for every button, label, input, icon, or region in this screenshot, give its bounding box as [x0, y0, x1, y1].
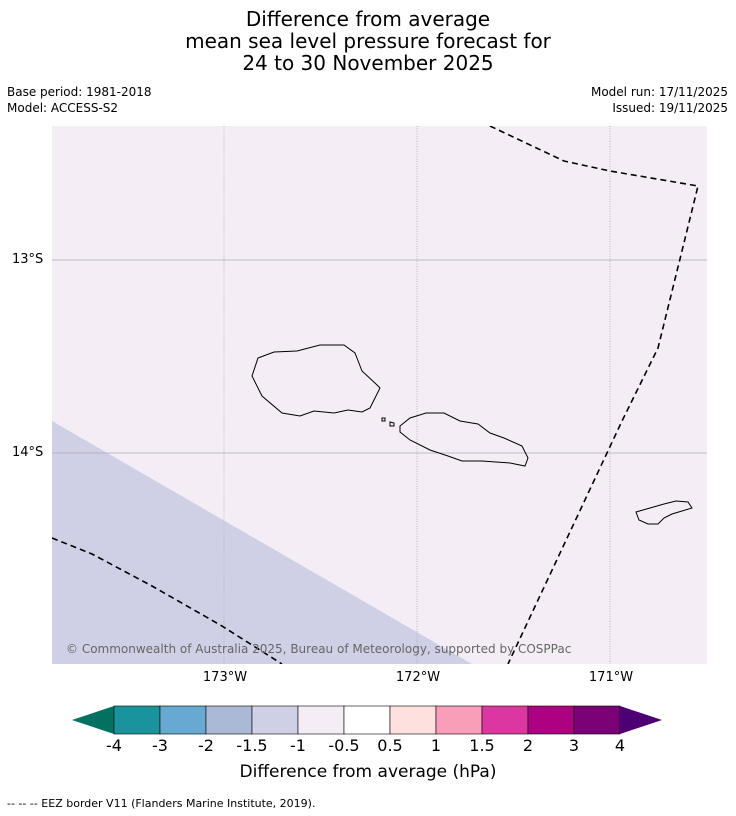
copyright-notice: © Commonwealth of Australia 2025, Bureau…	[66, 642, 572, 656]
lat-label-14s: 14°S	[12, 445, 44, 460]
colorbar-tick-3: -1.5	[236, 736, 268, 755]
colorbar-above-max	[620, 706, 662, 734]
colorbar-tick-5: -0.5	[328, 736, 360, 755]
colorbar	[72, 705, 662, 735]
colorbar-tick-0: -4	[106, 736, 122, 755]
apolima-islet	[381, 417, 386, 422]
colorbar-segment-6	[389, 705, 437, 735]
gridlines	[52, 126, 707, 664]
colorbar-segment-2	[205, 705, 253, 735]
colorbar-segment-7	[435, 705, 483, 735]
colorbar-segment-8	[481, 705, 529, 735]
tutuila-island	[635, 500, 693, 525]
title-line-3: 24 to 30 November 2025	[242, 51, 494, 75]
colorbar-tick-7: 1	[430, 736, 442, 755]
title-line-1: Difference from average	[245, 7, 491, 31]
colorbar-tick-8: 1.5	[469, 736, 495, 755]
colorbar-tick-9: 2	[522, 736, 534, 755]
meta-left: Base period: 1981-2018 Model: ACCESS-S2	[7, 84, 152, 116]
colorbar-segments	[113, 705, 621, 735]
lat-label-13s: 13°S	[12, 252, 44, 267]
lon-label-172w: 172°W	[395, 670, 441, 685]
savaii-island	[251, 344, 381, 417]
colorbar-segment-4	[297, 705, 345, 735]
manono-islet	[389, 421, 395, 427]
model-run: Model run: 17/11/2025	[590, 85, 728, 99]
colorbar-segment-10	[573, 705, 621, 735]
lon-label-171w: 171°W	[588, 670, 634, 685]
colorbar-tick-2: -2	[198, 736, 214, 755]
issued-date: Issued: 19/11/2025	[612, 101, 728, 115]
colorbar-segment-3	[251, 705, 299, 735]
map-panel[interactable]: © Commonwealth of Australia 2025, Bureau…	[52, 126, 707, 664]
map-canvas	[52, 126, 707, 664]
negative-anomaly-zone	[52, 421, 472, 664]
base-period: Base period: 1981-2018	[7, 85, 152, 99]
colorbar-title: Difference from average (hPa)	[239, 762, 497, 782]
colorbar-segment-1	[159, 705, 207, 735]
lon-label-173w: 173°W	[202, 670, 248, 685]
colorbar-tick-6: 0.5	[377, 736, 403, 755]
chart-title: Difference from average mean sea level p…	[0, 8, 736, 74]
upolu-island	[399, 412, 529, 467]
model-name: Model: ACCESS-S2	[7, 101, 119, 115]
colorbar-segment-0	[113, 705, 161, 735]
colorbar-segment-5	[343, 705, 391, 735]
colorbar-tick-11: 4	[614, 736, 626, 755]
title-line-2: mean sea level pressure forecast for	[185, 29, 551, 53]
eez-border	[52, 126, 699, 664]
colorbar-below-min	[72, 706, 114, 734]
eez-legend-note: -- -- -- EEZ border V11 (Flanders Marine…	[7, 797, 316, 810]
meta-right: Model run: 17/11/2025 Issued: 19/11/2025	[591, 84, 728, 116]
colorbar-tick-1: -3	[152, 736, 168, 755]
colorbar-tick-4: -1	[290, 736, 306, 755]
colorbar-tick-10: 3	[568, 736, 580, 755]
colorbar-segment-9	[527, 705, 575, 735]
